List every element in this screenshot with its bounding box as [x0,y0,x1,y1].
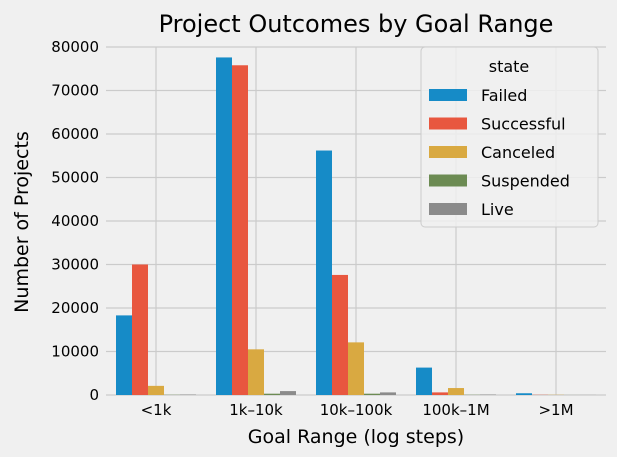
legend-swatch [429,89,467,101]
legend-title: state [489,57,530,76]
bar [280,391,296,395]
bar [216,57,232,395]
y-tick-label: 40000 [51,212,99,230]
y-tick-label: 20000 [51,299,99,317]
bar [432,392,448,395]
bar [364,393,380,395]
bar [248,349,264,395]
legend-swatch [429,203,467,215]
legend-label: Canceled [481,143,555,162]
y-tick-label: 0 [89,386,99,404]
bar [132,264,148,395]
bar [416,367,432,395]
y-tick-label: 70000 [51,82,99,100]
bar [348,342,364,395]
y-tick-label: 50000 [51,169,99,187]
y-tick-label: 10000 [51,343,99,361]
bar [232,65,248,396]
bar [148,385,164,395]
x-axis-label: Goal Range (log steps) [248,426,464,448]
x-tick-labels: <1k 1k–10k 10k–100k 100k–1M >1M [141,401,574,419]
x-tick-label: 1k–10k [229,401,283,419]
x-tick-label: <1k [141,401,172,419]
bar [380,392,396,395]
legend-swatch [429,146,467,158]
bars [116,57,596,396]
legend-swatch [429,174,467,187]
y-tick-label: 30000 [51,256,99,274]
y-axis-label: Number of Projects [11,131,33,313]
bar [116,315,132,395]
chart-title: Project Outcomes by Goal Range [159,10,554,38]
bar [332,274,348,395]
bar [448,388,464,395]
bar [264,393,280,395]
bar [516,393,532,395]
legend-swatch [429,117,467,130]
legend-items: Failed Successful Canceled Suspended Live [429,86,570,219]
y-tick-label: 80000 [51,38,99,56]
legend-label: Suspended [481,172,570,191]
x-tick-label: 10k–100k [320,401,393,419]
x-tick-label: 100k–1M [422,401,489,419]
x-tick-label: >1M [538,401,573,419]
bar [316,150,332,395]
legend-label: Successful [481,115,566,134]
legend: state Failed Successful Canceled Suspended L… [420,46,599,228]
y-tick-labels: 0 10000 20000 30000 40000 50000 60000 70000 8000… [51,38,99,404]
legend-label: Live [481,200,514,219]
legend-label: Failed [481,86,527,105]
y-tick-label: 60000 [51,125,99,143]
